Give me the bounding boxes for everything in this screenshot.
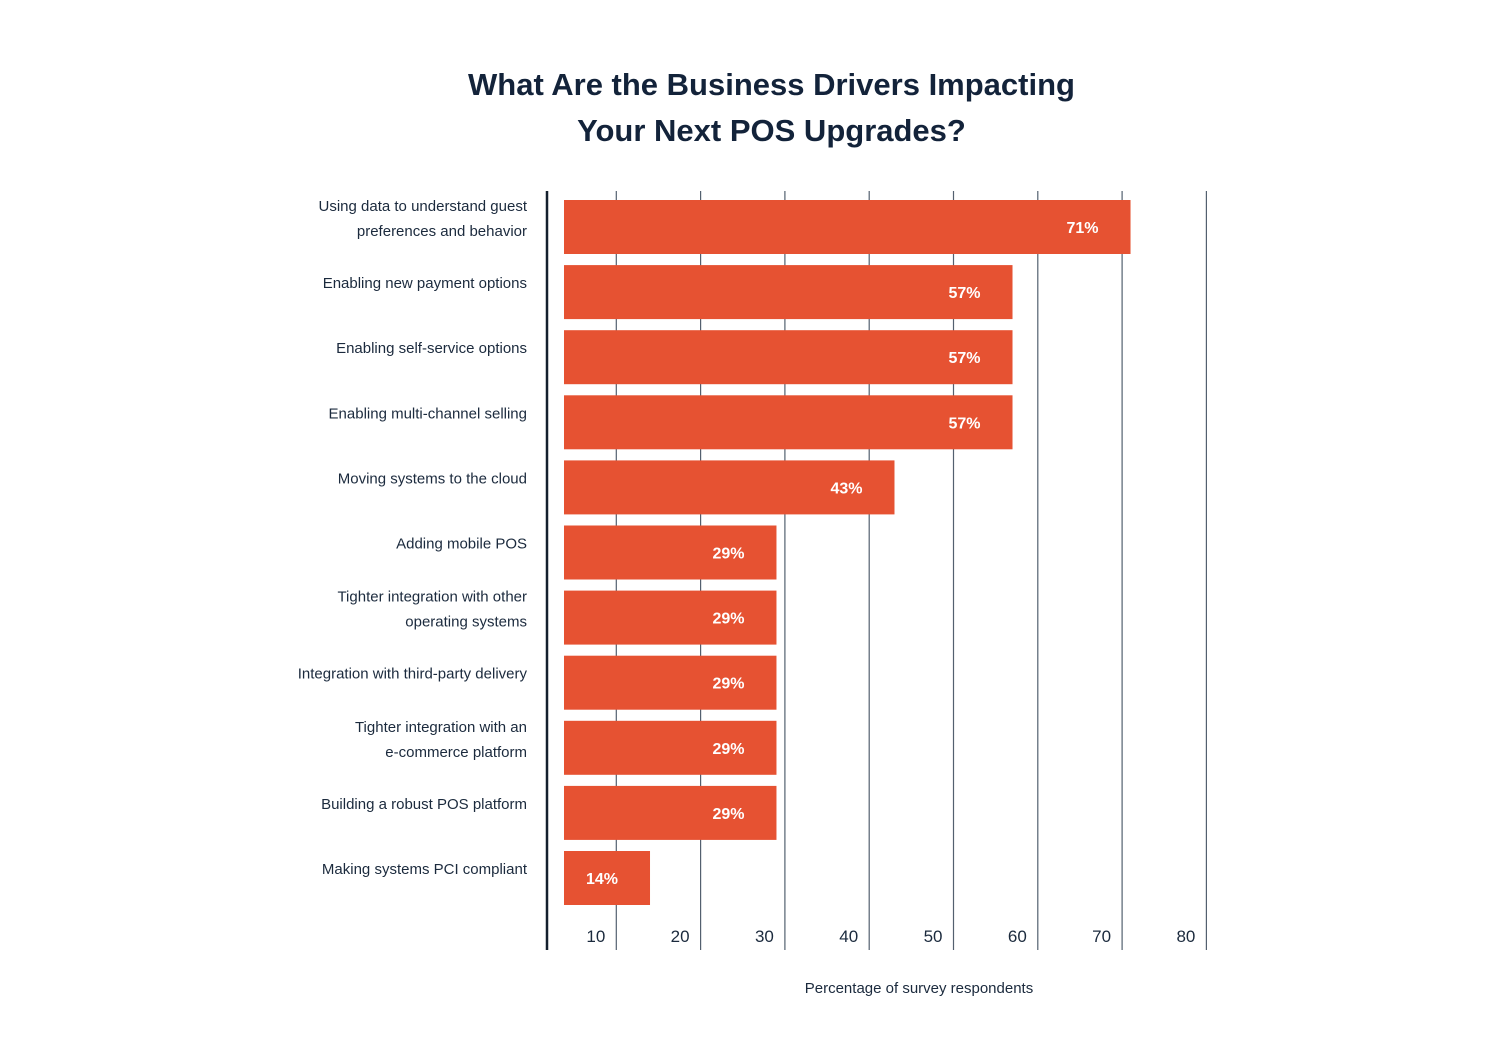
bar xyxy=(564,200,1131,254)
bar xyxy=(564,655,777,710)
bar-value-label: 57% xyxy=(948,285,980,302)
x-tick-label: 50 xyxy=(924,927,943,946)
chart-title-line-1: What Are the Business Drivers Impacting xyxy=(468,67,1075,102)
bar-value-label: 71% xyxy=(1066,220,1098,237)
bar xyxy=(564,590,777,645)
category-label: Integration with third-party delivery xyxy=(298,666,528,683)
bar-value-label: 29% xyxy=(712,676,744,693)
bar xyxy=(564,785,777,840)
bar xyxy=(564,525,777,580)
category-label: Using data to understand guest xyxy=(319,198,528,215)
x-tick-label: 30 xyxy=(755,927,774,946)
category-label: e-commerce platform xyxy=(385,744,527,761)
bar xyxy=(564,720,777,775)
category-label: Making systems PCI compliant xyxy=(322,861,528,878)
category-label: operating systems xyxy=(405,614,527,631)
bar-value-label: 57% xyxy=(948,415,980,432)
category-label: Enabling new payment options xyxy=(323,275,527,292)
x-tick-label: 60 xyxy=(1008,927,1027,946)
category-label: Enabling self-service options xyxy=(336,340,527,357)
x-tick-labels: 10 20 30 40 50 60 70 80 xyxy=(586,927,1195,946)
category-label: Moving systems to the cloud xyxy=(338,470,527,487)
category-label: Tighter integration with other xyxy=(337,589,527,606)
category-label: Tighter integration with an xyxy=(355,719,527,736)
bar xyxy=(564,460,895,515)
chart-title-line-2: Your Next POS Upgrades? xyxy=(577,113,966,148)
x-tick-label: 20 xyxy=(671,927,690,946)
bar-value-label: 29% xyxy=(712,806,744,823)
bar-value-label: 29% xyxy=(712,611,744,628)
bar-value-label: 14% xyxy=(586,871,618,888)
chart-title: What Are the Business Drivers Impacting … xyxy=(0,62,1500,154)
x-tick-label: 70 xyxy=(1092,927,1111,946)
x-tick-label: 10 xyxy=(586,927,605,946)
bar xyxy=(564,265,1013,320)
bar xyxy=(564,330,1013,385)
bar-value-label: 43% xyxy=(830,480,862,497)
category-labels: Using data to understand guest preference… xyxy=(298,198,528,878)
bar-value-label: 29% xyxy=(712,741,744,758)
x-tick-label: 80 xyxy=(1176,927,1195,946)
bar-value-label: 57% xyxy=(948,350,980,367)
bar xyxy=(564,395,1013,450)
category-label: preferences and behavior xyxy=(357,223,527,240)
bar-value-label: 29% xyxy=(712,546,744,563)
category-label: Building a robust POS platform xyxy=(321,796,527,813)
bar xyxy=(564,851,651,905)
x-axis-label: Percentage of survey respondents xyxy=(804,980,1034,997)
category-label: Adding mobile POS xyxy=(396,536,527,553)
bars: 71% 57% 57% 57% 43% 29% 29% 29% 29% 29% 14% xyxy=(564,200,1131,905)
x-tick-label: 40 xyxy=(839,927,858,946)
category-label: Enabling multi-channel selling xyxy=(329,405,527,422)
